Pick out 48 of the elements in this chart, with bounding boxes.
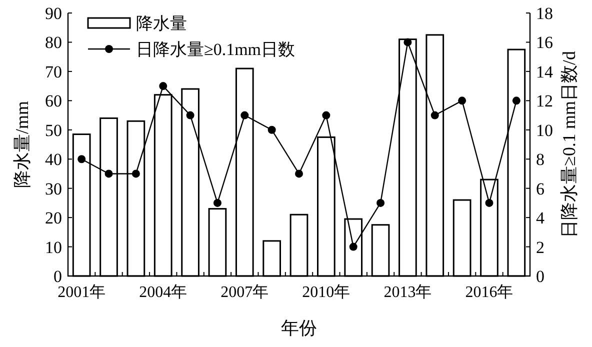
y2-axis-title: 日降水量≥0.1 mm日数/d (559, 51, 579, 238)
y-tick-label: 70 (45, 62, 62, 82)
y-tick-label: 40 (45, 150, 62, 170)
x-tick-label: 2010年 (302, 284, 350, 301)
point (512, 96, 520, 105)
y2-tick-label: 8 (536, 150, 544, 170)
y-tick-label: 30 (45, 179, 62, 198)
point (295, 170, 303, 178)
y-tick-label: 80 (45, 33, 62, 52)
x-axis-title: 年份 (281, 318, 317, 338)
y2-tick-label: 12 (536, 92, 553, 111)
y-tick-label: 0 (54, 267, 62, 286)
y-tick-label: 60 (45, 92, 62, 111)
point (430, 111, 439, 120)
y2-tick-label: 16 (536, 33, 553, 52)
point (104, 170, 113, 178)
y2-tick-label: 4 (536, 208, 545, 228)
point (404, 38, 412, 46)
point (268, 126, 276, 134)
x-tick-label: 2004年 (139, 284, 188, 301)
point (132, 170, 140, 178)
y-tick-label: 90 (45, 4, 62, 23)
point (485, 198, 494, 207)
y2-tick-label: 10 (536, 120, 553, 140)
point (159, 82, 168, 90)
y2-tick-label: 6 (536, 179, 544, 198)
point (349, 242, 358, 251)
point (322, 111, 330, 120)
x-tick-label: 2013年 (384, 284, 432, 301)
x-tick-label: 2007年 (220, 284, 269, 301)
point (78, 155, 86, 164)
x-tick-label: 2016年 (465, 284, 514, 301)
y2-tick-label: 0 (536, 267, 544, 286)
point (186, 111, 194, 120)
point (376, 198, 385, 207)
legend-label: 日降水量≥0.1mm日数 (136, 40, 296, 59)
point (240, 111, 249, 120)
x-tick-label: 2001年 (58, 284, 106, 301)
point (213, 198, 222, 207)
y-tick-label: 20 (45, 208, 62, 228)
y2-tick-label: 18 (536, 4, 553, 23)
y2-tick-label: 2 (536, 238, 544, 257)
y-axis-title: 降水量/mm (12, 100, 32, 188)
y-tick-label: 50 (45, 120, 62, 140)
point (458, 96, 466, 105)
y-tick-label: 10 (45, 238, 62, 257)
legend-label: 降水量 (136, 14, 187, 33)
y2-tick-label: 14 (536, 62, 554, 82)
